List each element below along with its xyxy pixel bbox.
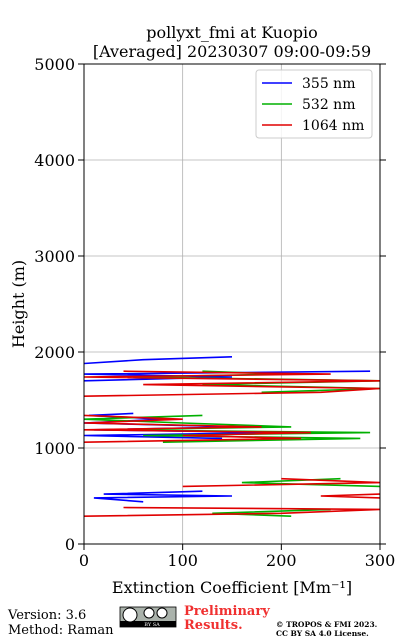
y-tick-label: 2000	[34, 343, 75, 362]
version: Version: 3.6	[7, 608, 86, 623]
profile-line	[83, 370, 381, 517]
y-tick-label: 5000	[34, 55, 75, 74]
y-tick-label: 1000	[34, 439, 75, 458]
x-tick-label: 300	[365, 551, 396, 570]
legend-label: 1064 nm	[302, 118, 364, 134]
copyright: © TROPOS & FMI 2023.	[276, 620, 377, 629]
y-tick-label: 3000	[34, 247, 75, 266]
plot-frame	[83, 63, 381, 545]
x-axis-label: Extinction Coefficient [Mm⁻¹]	[112, 578, 352, 597]
x-tick-label: 100	[167, 551, 198, 570]
badge-text: BY SA	[144, 622, 160, 628]
copyright: CC BY SA 4.0 License.	[276, 629, 369, 638]
legend-label: 355 nm	[302, 76, 355, 92]
cc-badge: BY SA	[119, 606, 177, 628]
legend-box	[255, 69, 373, 139]
y-tick-label: 0	[65, 535, 75, 554]
preliminary: Preliminary	[184, 604, 270, 619]
chart-title: pollyxt_fmi at Kuopio	[146, 23, 317, 42]
preliminary: Results.	[184, 618, 243, 633]
y-tick-label: 4000	[34, 151, 75, 170]
x-tick-label: 200	[266, 551, 297, 570]
chart-subtitle: [Averaged] 20230307 09:00-09:59	[93, 42, 371, 61]
y-axis-label: Height (m)	[9, 260, 28, 348]
legend-label: 532 nm	[302, 97, 355, 113]
method: Method: Raman	[8, 623, 114, 638]
x-tick-label: 0	[79, 551, 89, 570]
